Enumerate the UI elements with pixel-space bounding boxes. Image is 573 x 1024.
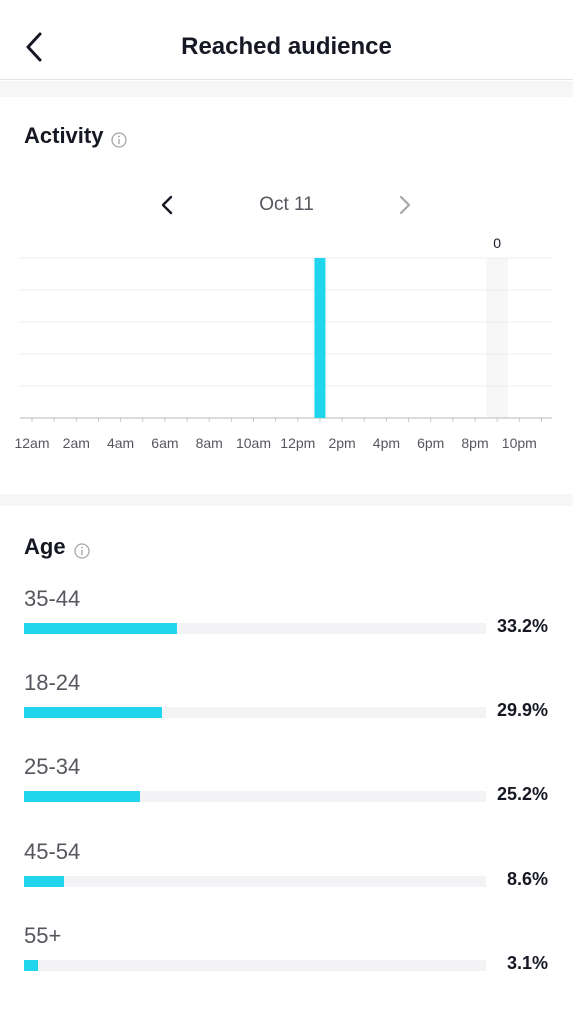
x-tick-label: 6pm: [417, 435, 444, 451]
x-tick-label: 2pm: [328, 435, 355, 451]
chevron-right-icon: [399, 195, 411, 215]
chevron-left-icon: [26, 32, 42, 62]
age-group-row: 45-54 8.6%: [24, 839, 548, 909]
chevron-left-icon: [161, 195, 173, 215]
age-section-title: Age: [24, 534, 90, 560]
next-day-button[interactable]: [392, 190, 418, 220]
age-bar-fill: [24, 876, 64, 887]
age-group-percent: 8.6%: [506, 869, 548, 889]
age-bar-track: [24, 707, 486, 718]
top-bar: Reached audience: [0, 0, 573, 80]
age-bar-fill: [24, 707, 163, 718]
age-group-row: 35-44 33.2%: [24, 586, 548, 656]
age-bar-fill: [24, 623, 178, 634]
age-group-percent: 3.1%: [506, 953, 548, 973]
x-tick-label: 8pm: [461, 435, 488, 451]
age-group-row: 18-24 29.9%: [24, 670, 548, 740]
selected-date: Oct 11: [259, 194, 314, 215]
age-group-row: 55+ 3.1%: [24, 923, 548, 993]
previous-day-button[interactable]: [154, 190, 180, 220]
activity-bar: [314, 258, 326, 418]
x-tick-label: 2am: [63, 435, 90, 451]
age-group-label: 25-34: [24, 754, 81, 779]
activity-chart: 0 12am 2am 4am 6am 8am 10am 12pm 2pm 4pm 6pm 8pm 10p…: [14, 235, 552, 451]
x-tick-label: 8am: [196, 435, 223, 451]
x-tick-label: 12pm: [280, 435, 315, 451]
x-tick-label: 6am: [151, 435, 178, 451]
x-tick-label: 4pm: [373, 435, 400, 451]
age-group-row: 25-34 25.2%: [24, 754, 548, 824]
age-bar-fill: [24, 791, 141, 802]
section-divider: [0, 81, 573, 97]
age-bar-track: [24, 876, 486, 887]
age-bar-track: [24, 623, 486, 634]
x-tick-label: 10pm: [502, 435, 537, 451]
age-bar-fill: [24, 960, 39, 971]
age-group-label: 35-44: [24, 586, 81, 611]
page-title: Reached audience: [181, 33, 392, 60]
activity-title: Activity: [24, 123, 104, 148]
section-divider: [0, 494, 573, 506]
age-group-label: 18-24: [24, 670, 81, 695]
info-icon[interactable]: [73, 539, 90, 559]
back-button[interactable]: [18, 28, 54, 68]
age-bar-track: [24, 960, 486, 971]
x-tick-label: 12am: [14, 435, 49, 451]
age-title: Age: [24, 534, 66, 559]
activity-section-title: Activity: [24, 123, 128, 149]
age-group-label: 55+: [24, 923, 62, 948]
x-tick-label: 4am: [107, 435, 134, 451]
highlight-column: [486, 258, 509, 418]
x-tick-label: 10am: [236, 435, 271, 451]
date-navigator: Oct 11: [0, 188, 573, 222]
highlight-value-label: 0: [493, 235, 501, 251]
age-bar-track: [24, 791, 486, 802]
age-group-percent: 29.9%: [496, 700, 548, 720]
age-group-percent: 33.2%: [496, 616, 548, 636]
info-icon[interactable]: [111, 128, 128, 148]
age-group-percent: 25.2%: [496, 784, 548, 804]
age-group-label: 45-54: [24, 839, 81, 864]
